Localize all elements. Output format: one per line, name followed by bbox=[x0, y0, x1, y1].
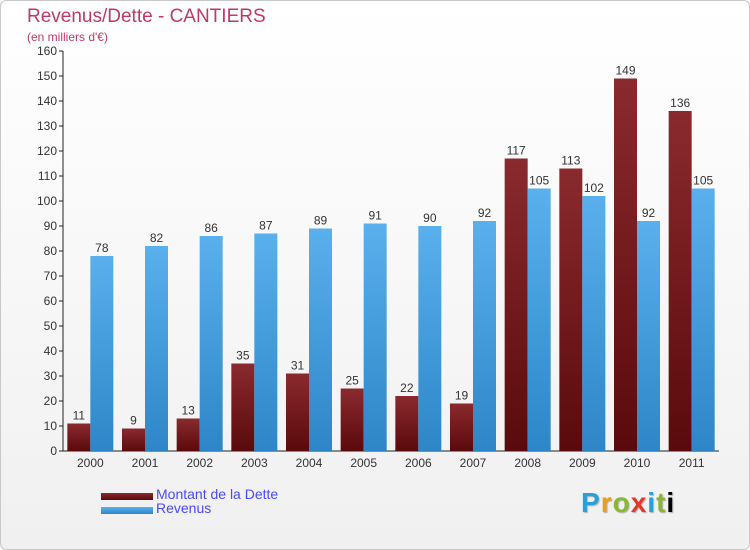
bar-debt bbox=[231, 363, 255, 451]
data-label-revenus: 105 bbox=[529, 174, 549, 188]
x-tick-label: 2009 bbox=[569, 456, 596, 470]
chart-subtitle: (en milliers d'€) bbox=[27, 30, 108, 44]
data-label-debt: 19 bbox=[455, 389, 469, 403]
data-label-debt: 13 bbox=[181, 404, 195, 418]
x-tick-label: 2005 bbox=[350, 456, 377, 470]
bar-debt bbox=[286, 373, 309, 451]
y-tick-label: 120 bbox=[37, 144, 57, 158]
y-tick-label: 0 bbox=[50, 444, 57, 458]
data-label-debt: 9 bbox=[130, 414, 137, 428]
bar-debt bbox=[67, 423, 91, 451]
data-label-revenus: 105 bbox=[693, 174, 713, 188]
chart-title: Revenus/Dette - CANTIERS bbox=[27, 6, 266, 27]
data-label-debt: 11 bbox=[73, 409, 86, 423]
x-tick-label: 2007 bbox=[460, 456, 487, 470]
bar-revenus bbox=[199, 236, 223, 451]
data-label-debt: 35 bbox=[236, 349, 250, 363]
y-tick-label: 60 bbox=[44, 294, 58, 308]
data-label-revenus: 92 bbox=[642, 206, 656, 220]
x-tick-label: 2006 bbox=[405, 456, 432, 470]
y-tick-label: 50 bbox=[44, 319, 58, 333]
y-tick-label: 150 bbox=[37, 69, 57, 83]
legend-swatch-debt bbox=[101, 493, 153, 500]
x-tick-label: 2004 bbox=[296, 456, 323, 470]
bar-revenus bbox=[691, 188, 715, 451]
legend-label-debt: Montant de la Dette bbox=[156, 486, 279, 502]
data-label-debt: 136 bbox=[670, 96, 690, 110]
data-label-revenus: 102 bbox=[584, 181, 604, 195]
data-label-debt: 25 bbox=[345, 374, 359, 388]
data-label-revenus: 86 bbox=[204, 221, 218, 235]
bar-debt bbox=[504, 158, 528, 451]
data-label-revenus: 90 bbox=[423, 211, 437, 225]
bar-debt bbox=[559, 168, 583, 451]
data-label-revenus: 89 bbox=[314, 214, 328, 228]
bar-debt bbox=[450, 403, 473, 451]
y-tick-label: 40 bbox=[44, 344, 58, 358]
bar-revenus bbox=[90, 256, 114, 451]
bar-debt bbox=[395, 396, 419, 451]
bar-revenus bbox=[473, 221, 496, 451]
bar-revenus bbox=[582, 196, 606, 451]
data-label-revenus: 78 bbox=[95, 241, 109, 255]
bar-debt bbox=[122, 428, 145, 451]
x-tick-label: 2001 bbox=[132, 456, 159, 470]
y-tick-label: 20 bbox=[44, 394, 58, 408]
y-tick-label: 160 bbox=[37, 44, 57, 58]
y-tick-label: 70 bbox=[44, 269, 58, 283]
legend-label-revenus: Revenus bbox=[156, 500, 212, 516]
data-label-debt: 117 bbox=[507, 144, 526, 158]
y-tick-label: 30 bbox=[44, 369, 58, 383]
data-label-revenus: 82 bbox=[150, 231, 164, 245]
legend-swatch-revenus bbox=[101, 507, 153, 514]
y-tick-label: 10 bbox=[44, 419, 58, 433]
bar-debt bbox=[340, 388, 364, 451]
bar-revenus bbox=[637, 221, 660, 451]
data-label-revenus: 92 bbox=[478, 206, 492, 220]
y-tick-label: 80 bbox=[44, 244, 58, 258]
proxiti-logo: Proxiti bbox=[581, 487, 676, 518]
x-tick-label: 2010 bbox=[624, 456, 651, 470]
data-label-debt: 31 bbox=[291, 359, 305, 373]
bar-debt bbox=[668, 111, 692, 451]
x-tick-label: 2011 bbox=[679, 456, 705, 470]
data-label-revenus: 87 bbox=[259, 219, 273, 233]
bar-revenus bbox=[363, 223, 387, 451]
bar-revenus bbox=[145, 246, 168, 451]
x-tick-label: 2003 bbox=[241, 456, 268, 470]
bar-debt bbox=[614, 78, 637, 451]
x-tick-label: 2008 bbox=[514, 456, 541, 470]
bar-revenus bbox=[418, 226, 442, 451]
bar-revenus bbox=[309, 228, 332, 451]
bar-revenus bbox=[527, 188, 551, 451]
y-tick-label: 130 bbox=[37, 119, 57, 133]
data-label-debt: 149 bbox=[615, 64, 635, 78]
data-label-debt: 22 bbox=[400, 381, 414, 395]
y-tick-label: 110 bbox=[38, 169, 57, 183]
data-label-debt: 113 bbox=[561, 154, 580, 168]
y-tick-label: 100 bbox=[37, 194, 57, 208]
x-tick-label: 2000 bbox=[77, 456, 104, 470]
y-tick-label: 90 bbox=[44, 219, 58, 233]
x-tick-label: 2002 bbox=[186, 456, 213, 470]
y-tick-label: 140 bbox=[37, 94, 57, 108]
bar-debt bbox=[176, 418, 200, 451]
data-label-revenus: 91 bbox=[368, 209, 382, 223]
bar-revenus bbox=[254, 233, 278, 451]
